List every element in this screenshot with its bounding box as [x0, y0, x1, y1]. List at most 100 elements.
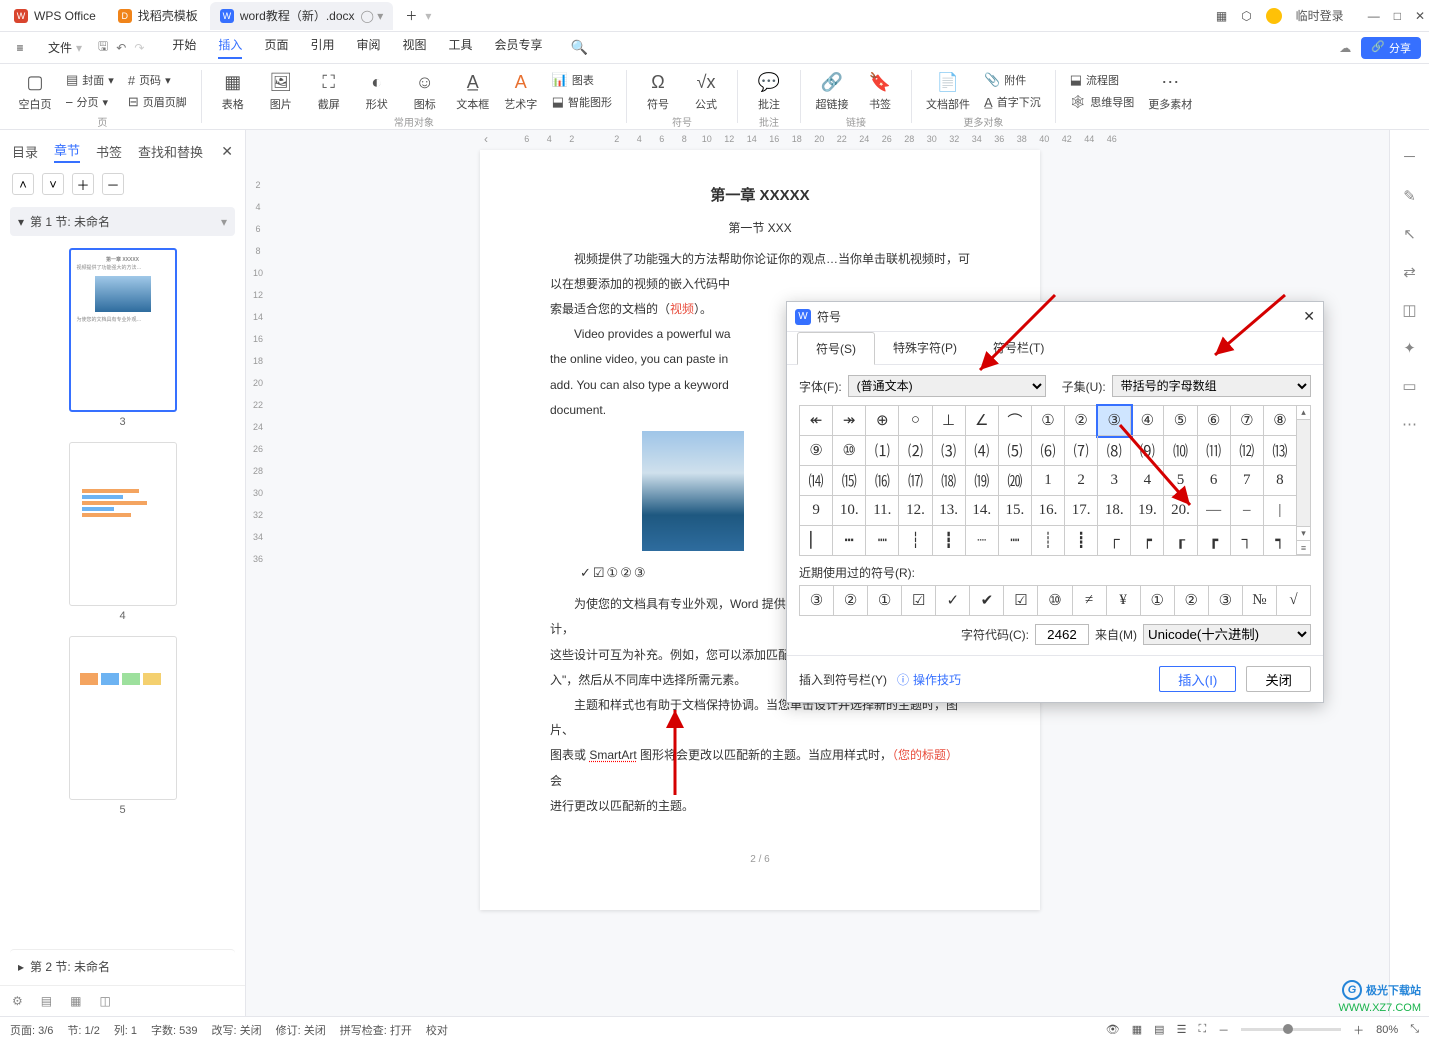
save-icon[interactable]: 🖫 [98, 37, 108, 58]
section-2[interactable]: ▸第 2 节: 未命名 [10, 949, 235, 981]
page-thumb-4[interactable] [69, 442, 177, 606]
symbol-cell[interactable]: ┋ [1065, 526, 1098, 556]
symbol-cell[interactable]: ⒀ [1264, 436, 1297, 466]
recent-symbol-cell[interactable]: № [1243, 586, 1277, 616]
rail-sparkle-icon[interactable]: ✦ [1403, 339, 1416, 357]
symbol-cell[interactable]: ⑼ [1131, 436, 1164, 466]
rail-cursor-icon[interactable]: ↖ [1403, 225, 1416, 243]
symbol-cell[interactable]: ┌ [1098, 526, 1131, 556]
doc-parts-button[interactable]: 📄文档部件 [920, 68, 976, 114]
status-col[interactable]: 列: 1 [114, 1022, 137, 1038]
app-tab[interactable]: WWPS Office [4, 2, 106, 30]
textbox-button[interactable]: A̲文本框 [450, 68, 496, 114]
recent-symbol-cell[interactable]: ③ [1209, 586, 1243, 616]
recent-symbol-cell[interactable]: ✔ [970, 586, 1004, 616]
avatar-icon[interactable] [1266, 8, 1282, 24]
rail-book-icon[interactable]: ▭ [1402, 377, 1416, 395]
more-material-button[interactable]: ⋯更多素材 [1142, 68, 1198, 114]
comment-button[interactable]: 💬批注 [746, 68, 792, 114]
status-spell[interactable]: 拼写检查: 打开 [340, 1022, 412, 1038]
wordart-button[interactable]: A艺术字 [498, 68, 544, 114]
page-thumb-3[interactable]: 第一章 XXXXX视频提供了功能强大的方法…为使您的文档具有专业外观… [69, 248, 177, 412]
hamburger-icon[interactable]: ≡ [8, 41, 32, 55]
tab-bookmarks[interactable]: 书签 [96, 142, 122, 161]
nav-up-button[interactable]: ˄ [12, 173, 34, 195]
nav-add-button[interactable]: ＋ [72, 173, 94, 195]
nav-icon4[interactable]: ◫ [99, 994, 110, 1008]
symbol-cell[interactable]: 6 [1198, 466, 1231, 496]
status-tracking[interactable]: 修订: 关闭 [276, 1022, 326, 1038]
hyperlink-button[interactable]: 🔗超链接 [809, 68, 855, 114]
dialog-close-icon[interactable]: ✕ [1303, 308, 1315, 325]
insert-to-bar-link[interactable]: 插入到符号栏(Y) [799, 671, 887, 688]
view-web-icon[interactable]: ▤ [1154, 1023, 1164, 1036]
header-footer-button[interactable]: ⊟页眉页脚 [122, 92, 193, 112]
mindmap-button[interactable]: 🕸思维导图 [1064, 92, 1141, 112]
symbol-cell[interactable]: ┆ [899, 526, 932, 556]
page-break-button[interactable]: ⎯分页▾ [60, 92, 120, 112]
doc-tab[interactable]: Wword教程（新）.docx◯ ▾ [210, 2, 394, 30]
symbol-cell[interactable]: ┉ [866, 526, 899, 556]
status-words[interactable]: 字数: 539 [151, 1022, 197, 1038]
rail-pen-icon[interactable]: ✎ [1403, 187, 1416, 205]
recent-symbol-cell[interactable]: ☑ [1004, 586, 1038, 616]
symbol-cell[interactable]: ┇ [933, 526, 966, 556]
page-thumb-5[interactable] [69, 636, 177, 800]
search-icon[interactable]: 🔍 [571, 39, 588, 56]
symbol-cell[interactable]: ⒃ [866, 466, 899, 496]
from-select[interactable]: Unicode(十六进制) [1143, 624, 1311, 645]
equation-button[interactable]: √x公式 [683, 68, 729, 114]
symbol-cell[interactable]: — [1198, 496, 1231, 526]
recent-symbol-cell[interactable]: ① [868, 586, 902, 616]
insert-button[interactable]: 插入(I) [1159, 666, 1236, 692]
symbol-cell[interactable]: 3 [1098, 466, 1131, 496]
close-button[interactable]: 关闭 [1246, 666, 1311, 692]
symbol-cell[interactable]: ┊ [1032, 526, 1065, 556]
recent-symbol-cell[interactable]: ≠ [1073, 586, 1107, 616]
symbol-cell[interactable]: ┈ [966, 526, 999, 556]
symbol-cell[interactable]: ⑤ [1164, 406, 1197, 436]
recent-symbol-cell[interactable]: ① [1141, 586, 1175, 616]
symbol-cell[interactable]: ┎ [1164, 526, 1197, 556]
recent-symbol-cell[interactable]: ✓ [936, 586, 970, 616]
nav-icon3[interactable]: ▦ [70, 994, 81, 1008]
menu-view[interactable]: 视图 [402, 36, 426, 59]
menu-insert[interactable]: 插入 [218, 36, 242, 59]
image-button[interactable]: 🖼图片 [258, 68, 304, 114]
view-icon[interactable]: 👁 [1106, 1023, 1120, 1036]
symbol-cell[interactable]: – [1231, 496, 1264, 526]
symbol-cell[interactable]: 16. [1032, 496, 1065, 526]
nav-icon2[interactable]: ▤ [41, 994, 52, 1008]
recent-symbol-cell[interactable]: ¥ [1107, 586, 1141, 616]
symbol-cell[interactable]: | [1264, 496, 1297, 526]
status-page[interactable]: 页面: 3/6 [10, 1022, 53, 1038]
symbol-cell[interactable]: ↞ [800, 406, 833, 436]
font-select[interactable]: (普通文本) [848, 375, 1046, 397]
rail-more-icon[interactable]: ⋯ [1402, 415, 1417, 433]
symbol-cell[interactable]: ⑾ [1198, 436, 1231, 466]
symbol-cell[interactable]: ⒁ [800, 466, 833, 496]
cover-button[interactable]: ▤封面▾ [60, 70, 120, 90]
symbol-scrollbar[interactable]: ▴▾≡ [1297, 405, 1311, 556]
subset-select[interactable]: 带括号的字母数组 [1112, 375, 1311, 397]
symbol-cell[interactable]: ③ [1098, 406, 1131, 436]
symbol-cell[interactable]: ↠ [833, 406, 866, 436]
tab-symbols[interactable]: 符号(S) [797, 332, 875, 365]
menu-review[interactable]: 审阅 [356, 36, 380, 59]
symbol-cell[interactable]: 17. [1065, 496, 1098, 526]
symbol-cell[interactable]: ⒆ [966, 466, 999, 496]
share-button[interactable]: 🔗分享 [1361, 37, 1421, 59]
flowchart-button[interactable]: ⬓流程图 [1064, 70, 1141, 90]
nav-close-icon[interactable]: ✕ [221, 143, 233, 160]
symbol-cell[interactable]: ⑽ [1164, 436, 1197, 466]
symbol-cell[interactable]: ○ [899, 406, 932, 436]
redo-icon[interactable]: ↷ [134, 41, 144, 55]
menu-ref[interactable]: 引用 [310, 36, 334, 59]
symbol-cell[interactable]: ① [1032, 406, 1065, 436]
close-icon[interactable]: ✕ [1415, 9, 1425, 23]
symbol-cell[interactable]: 19. [1131, 496, 1164, 526]
nav-minus-button[interactable]: － [102, 173, 124, 195]
symbol-cell[interactable]: ⑧ [1264, 406, 1297, 436]
symbol-cell[interactable]: 5 [1164, 466, 1197, 496]
new-tab[interactable]: ＋▾ [395, 2, 441, 30]
